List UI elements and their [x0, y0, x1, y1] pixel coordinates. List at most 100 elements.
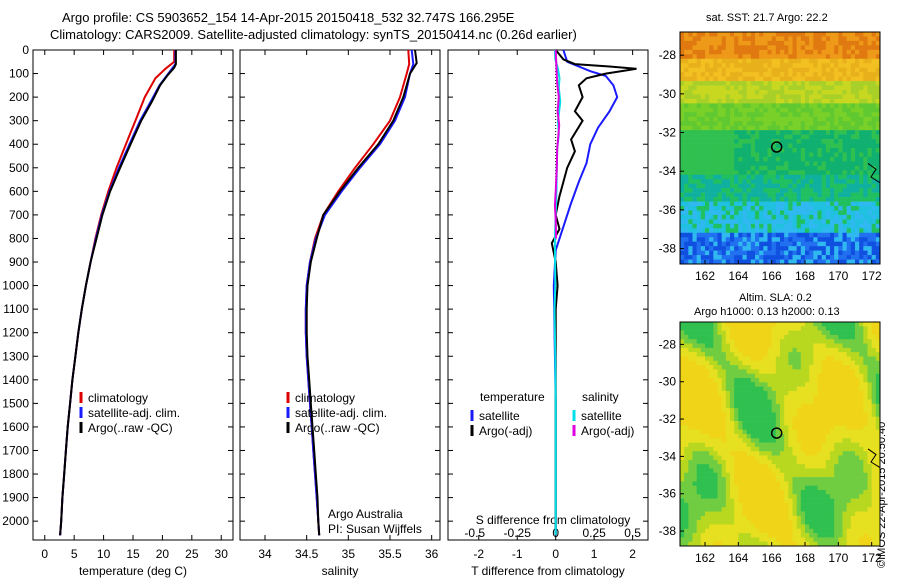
sla-map-cell: [742, 429, 747, 435]
sla-map-cell: [800, 343, 806, 349]
sla-map-cell: [746, 334, 752, 340]
sla-map-cell: [713, 360, 718, 366]
sst-map-cell: [746, 116, 752, 122]
sst-map-cell: [709, 139, 714, 144]
sla-map-cell: [759, 386, 764, 392]
sst-map-cell: [875, 152, 881, 158]
sst-map-cell: [821, 223, 827, 229]
sla-map-cell: [838, 339, 843, 344]
sst-map-cell: [771, 170, 777, 176]
sla-map-cell: [713, 498, 718, 504]
sla-map-cell: [838, 347, 843, 353]
sla-map-cell: [809, 507, 814, 512]
sst-map-cell: [713, 103, 718, 109]
sla-map-cell: [838, 356, 843, 362]
sla-map-cell: [846, 438, 852, 443]
sst-map-cell: [875, 67, 881, 73]
sla-map-cell: [855, 425, 860, 430]
sla-map-cell: [825, 498, 831, 504]
sst-map-cell: [842, 63, 847, 68]
sla-map-cell: [742, 416, 747, 422]
sla-map-cell: [805, 369, 810, 374]
sst-map-cell: [867, 165, 872, 171]
sst-map-cell: [734, 72, 739, 77]
sla-map-cell: [767, 464, 772, 469]
sla-map-cell: [742, 322, 747, 327]
sla-map-cell: [825, 369, 831, 374]
sst-map-cell: [709, 148, 714, 153]
sla-map-cell: [809, 446, 814, 452]
sst-map-cell: [846, 188, 852, 193]
sla-map-cell: [771, 326, 777, 331]
sla-map-cell: [730, 373, 735, 379]
sst-map-cell: [725, 49, 731, 55]
sst-map-cell: [696, 67, 702, 73]
sst-map-cell: [817, 90, 822, 95]
sst-map-cell: [867, 54, 872, 60]
sla-map-cell: [771, 498, 777, 504]
sla-map-cell: [680, 390, 685, 396]
sst-map-cell: [821, 116, 827, 122]
sst-map-cell: [759, 206, 764, 211]
sst-map-frame: [679, 31, 881, 265]
sst-map-cell: [725, 125, 731, 131]
depth-tick-label: 700: [9, 208, 29, 222]
sst-map-cell: [725, 250, 731, 256]
sla-map-cell: [842, 434, 847, 439]
sst-map-cell: [750, 223, 756, 229]
sst-map-cell: [863, 179, 868, 184]
sst-map-cell: [867, 179, 872, 184]
sla-map-cell: [830, 421, 835, 426]
sla-map-cell: [867, 455, 872, 461]
sla-map-cell: [834, 494, 839, 499]
sst-argo-position-marker: [770, 141, 783, 153]
sla-map-cell: [684, 373, 689, 379]
sst-map-cell: [834, 85, 839, 91]
sst-map-cell: [771, 250, 777, 256]
sla-map-cell: [825, 459, 831, 465]
sst-map-cell: [859, 58, 864, 64]
sst-map-cell: [867, 183, 872, 189]
sst-map-cell: [767, 103, 772, 109]
sst-map-cell: [842, 188, 847, 193]
sla-map-cell: [696, 412, 702, 418]
sla-map-cell: [684, 481, 689, 486]
sla-map-cell: [759, 498, 764, 504]
sst-map-cell: [730, 156, 735, 162]
sst-map-cell: [755, 139, 760, 144]
sla-map-cell: [813, 382, 818, 387]
sla-map-cell: [784, 434, 789, 439]
sla-map-cell: [813, 339, 818, 344]
sla-map-cell: [850, 352, 856, 357]
sla-map-cell: [709, 515, 714, 521]
sla-map-cell: [680, 434, 685, 439]
sla-map-cell: [738, 347, 743, 353]
sst-map-cell: [875, 54, 881, 60]
sst-map-cell: [859, 72, 864, 77]
sst-map-cell: [759, 174, 764, 180]
sst-map-cell: [725, 170, 731, 176]
sst-map-cell: [713, 63, 718, 68]
sst-map-cell: [713, 188, 718, 193]
sst-map-cell: [813, 76, 818, 82]
sla-map-cell: [784, 494, 789, 499]
sst-map-cell: [684, 174, 689, 180]
sst-map-cell: [680, 250, 685, 256]
sst-map-cell: [680, 45, 685, 51]
salinity-xtick-label: 34: [258, 547, 272, 561]
sla-map-cell: [696, 446, 702, 452]
sla-map-cell: [788, 365, 793, 370]
sst-map-cell: [767, 214, 772, 220]
sla-map-cell: [842, 352, 847, 357]
sst-map: 162 164 166 168 170 172-28-30-32-34-36-38: [659, 31, 882, 283]
sla-map-cell: [742, 502, 747, 508]
sla-map-cell: [700, 451, 706, 456]
sst-map-cell: [725, 241, 731, 247]
sla-map-cell: [809, 326, 814, 331]
sla-map-cell: [696, 373, 702, 379]
sla-map-cell: [725, 412, 731, 418]
sst-map-cell: [767, 121, 772, 126]
sst-map-cell: [796, 72, 802, 77]
sst-map-cell: [696, 116, 702, 122]
sst-map-cell: [688, 170, 693, 176]
